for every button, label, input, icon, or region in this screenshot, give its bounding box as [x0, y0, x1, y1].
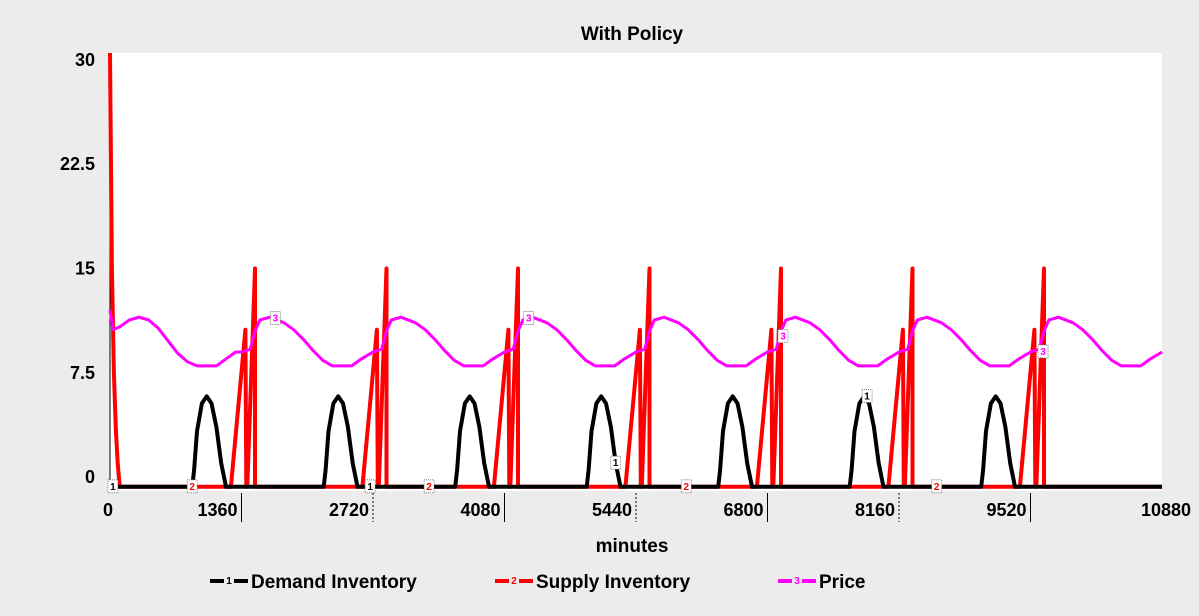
series-marker-1: 1: [107, 479, 119, 494]
series-marker-3: 3: [269, 311, 281, 325]
legend-label: Demand Inventory: [251, 572, 417, 593]
series-marker-1: 1: [610, 455, 622, 470]
svg-text:1: 1: [110, 482, 116, 493]
svg-text:1: 1: [367, 482, 373, 493]
series-line-3: [108, 309, 1163, 368]
x-tick-label: 4080: [460, 500, 500, 520]
svg-text:3: 3: [526, 314, 532, 325]
x-tick-label: 10880: [1141, 500, 1191, 520]
series-layer: [108, 52, 1163, 489]
chart-title: With Policy: [581, 24, 684, 45]
svg-text:1: 1: [613, 458, 619, 469]
series-marker-2: 2: [423, 479, 435, 494]
legend-label: Supply Inventory: [536, 572, 691, 593]
x-tick-label: 5440: [592, 500, 632, 520]
y-tick-label: 7.5: [70, 363, 95, 383]
legend-marker: 3: [794, 576, 800, 587]
x-tick-label: 1360: [197, 500, 237, 520]
svg-text:3: 3: [273, 314, 279, 325]
legend-marker: 1: [226, 576, 232, 587]
x-tick-label: 2720: [329, 500, 369, 520]
svg-text:2: 2: [189, 482, 195, 493]
series-marker-3: 3: [1037, 344, 1049, 359]
svg-text:2: 2: [934, 482, 940, 493]
x-tick-label: 9520: [986, 500, 1026, 520]
x-tick-label: 0: [103, 500, 113, 520]
series-marker-2: 2: [186, 479, 198, 494]
svg-text:2: 2: [683, 482, 689, 493]
y-tick-label: 15: [75, 259, 95, 279]
legend-marker: 2: [511, 576, 517, 587]
svg-text:3: 3: [1040, 347, 1046, 358]
legend-item-2: 2 Supply Inventory: [495, 572, 691, 593]
series-marker-2: 2: [680, 479, 692, 494]
series-marker-2: 2: [931, 479, 943, 494]
series-marker-1: 1: [861, 389, 873, 403]
x-tick-label: 8160: [855, 500, 895, 520]
svg-text:1: 1: [864, 391, 870, 402]
series-markers: 1 1 1 1 2 2 2 2 3 3 3 3: [107, 311, 1049, 494]
series-marker-3: 3: [777, 329, 789, 344]
y-tick-label: 0: [85, 467, 95, 487]
legend-label: Price: [819, 572, 865, 593]
legend: 1 Demand Inventory 2 Supply Inventory 3 Price: [210, 572, 865, 593]
series-marker-3: 3: [523, 311, 535, 325]
y-axis-ticks: 0 7.5 15 22.5 30: [60, 50, 95, 487]
x-axis-label: minutes: [596, 536, 669, 557]
series-line-1: [110, 394, 1162, 489]
y-tick-label: 30: [75, 50, 95, 70]
legend-item-1: 1 Demand Inventory: [210, 572, 417, 593]
x-axis-ticks: 0 1360 2720 4080 5440 6800 8160 9520 10880: [103, 493, 1191, 522]
y-tick-label: 22.5: [60, 154, 95, 174]
svg-text:3: 3: [780, 332, 786, 343]
legend-item-3: 3 Price: [778, 572, 865, 593]
svg-text:2: 2: [426, 482, 432, 493]
x-tick-label: 6800: [723, 500, 763, 520]
series-marker-1: 1: [364, 479, 376, 494]
